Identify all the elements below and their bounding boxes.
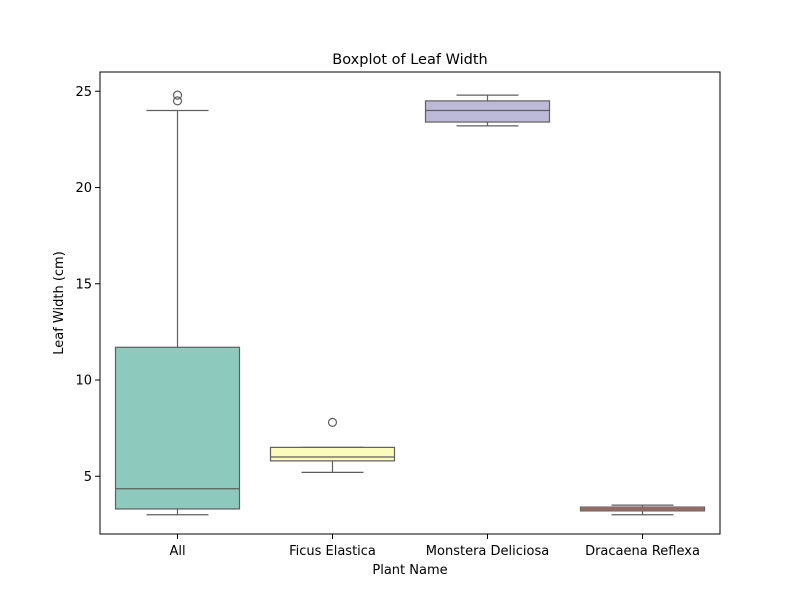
x-tick-label: Monstera Deliciosa: [426, 544, 549, 559]
x-tick-label: Dracaena Reflexa: [585, 544, 700, 559]
y-tick-label: 5: [84, 470, 92, 485]
box-monstera-deliciosa: [424, 100, 551, 123]
outlier-point: [172, 90, 183, 100]
y-axis-label: Leaf Width (cm): [52, 251, 67, 355]
y-tick-label: 25: [75, 85, 92, 100]
outlier-point: [172, 96, 183, 106]
chart-title: Boxplot of Leaf Width: [332, 52, 487, 68]
x-tick-label: All: [169, 544, 185, 559]
box-ficus-elastica: [269, 446, 396, 462]
y-tick-label: 20: [75, 181, 92, 196]
y-tick-label: 10: [75, 374, 92, 389]
plot-area-frame: [99, 71, 721, 535]
outlier-point: [327, 417, 338, 427]
box-all: [114, 346, 241, 510]
x-axis-label: Plant Name: [372, 563, 447, 578]
y-tick-label: 15: [75, 277, 92, 292]
x-tick-label: Ficus Elastica: [289, 544, 376, 559]
